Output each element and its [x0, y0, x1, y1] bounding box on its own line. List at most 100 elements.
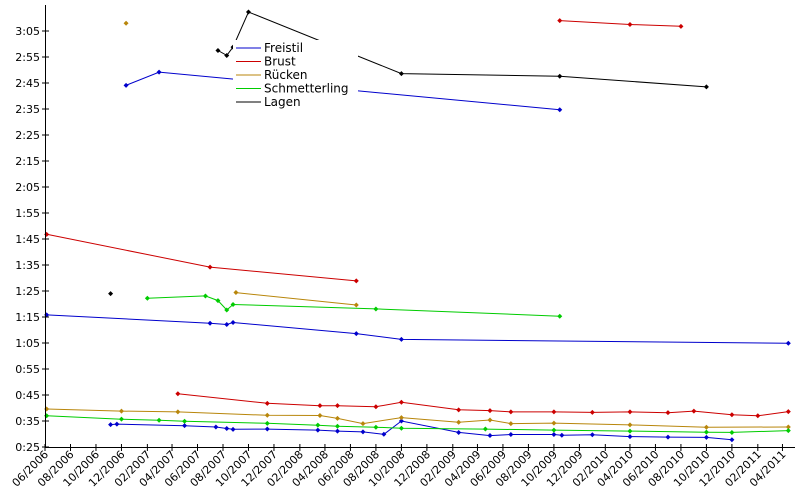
data-point-freistil — [703, 434, 709, 440]
data-point-brust — [398, 399, 404, 405]
data-point-schmetterling — [373, 306, 379, 312]
legend-label-freistil: Freistil — [264, 41, 303, 55]
data-point-rcken — [233, 290, 239, 296]
data-point-lagen — [557, 73, 563, 79]
data-point-brust — [317, 403, 323, 409]
data-point-schmetterling — [264, 420, 270, 426]
data-point-brust — [691, 408, 697, 414]
data-point-rcken — [175, 409, 181, 415]
data-point-freistil — [334, 428, 340, 434]
data-point-rcken — [118, 408, 124, 414]
data-point-brust — [334, 403, 340, 409]
series-layer — [44, 9, 791, 443]
data-point-freistil — [559, 432, 565, 438]
data-point-freistil — [729, 437, 735, 443]
data-point-schmetterling — [398, 425, 404, 431]
data-point-freistil — [487, 433, 493, 439]
data-point-brust — [627, 22, 633, 27]
series-line-freistil — [110, 420, 732, 441]
y-tick-label: 1:25 — [15, 285, 40, 298]
data-point-freistil — [785, 340, 791, 346]
data-point-schmetterling — [202, 293, 208, 299]
x-axis-ticks: 06/200608/200610/200612/200602/200704/20… — [10, 444, 789, 489]
data-point-freistil — [156, 69, 162, 75]
y-tick-label: 0:25 — [15, 441, 40, 454]
data-point-schmetterling — [373, 424, 379, 430]
series-line-brust — [46, 233, 357, 282]
data-point-brust — [785, 409, 791, 415]
series-line-brust — [559, 20, 681, 27]
y-tick-label: 1:05 — [15, 337, 40, 350]
data-point-brust — [207, 264, 213, 270]
data-point-rcken — [551, 420, 557, 426]
data-point-brust — [678, 23, 684, 29]
data-point-schmetterling — [482, 426, 488, 432]
data-point-brust — [508, 409, 514, 415]
data-point-rcken — [44, 406, 50, 412]
data-point-freistil — [224, 426, 230, 432]
series-line-rcken — [235, 292, 357, 306]
data-point-brust — [456, 407, 462, 413]
data-point-freistil — [108, 422, 114, 428]
y-tick-label: 2:35 — [15, 103, 40, 116]
data-point-rcken — [317, 413, 323, 419]
data-point-freistil — [627, 434, 633, 440]
data-point-rcken — [264, 412, 270, 418]
data-point-freistil — [398, 336, 404, 342]
data-point-lagen — [398, 71, 404, 77]
y-tick-label: 1:45 — [15, 233, 40, 246]
data-point-brust — [373, 404, 379, 410]
data-point-freistil — [360, 429, 366, 435]
data-point-schmetterling — [44, 413, 50, 419]
y-tick-label: 2:15 — [15, 155, 40, 168]
legend-label-rcken: Rücken — [264, 68, 308, 82]
data-point-freistil — [508, 432, 514, 438]
data-point-rcken — [360, 421, 366, 427]
data-point-lagen — [215, 48, 221, 53]
data-point-schmetterling — [334, 423, 340, 429]
data-point-schmetterling — [156, 417, 162, 423]
legend-label-schmetterling: Schmetterling — [264, 82, 349, 96]
y-tick-label: 2:45 — [15, 77, 40, 90]
data-point-schmetterling — [785, 428, 791, 434]
data-point-freistil — [353, 331, 359, 337]
series-line-brust — [177, 393, 789, 417]
y-tick-label: 0:35 — [15, 415, 40, 428]
data-point-brust — [44, 231, 50, 237]
data-point-schmetterling — [182, 418, 188, 424]
data-point-brust — [175, 391, 181, 397]
data-point-freistil — [398, 418, 404, 424]
legend-label-brust: Brust — [264, 55, 296, 69]
data-point-brust — [589, 409, 595, 415]
data-point-schmetterling — [703, 429, 709, 435]
data-point-freistil — [207, 320, 213, 326]
data-point-freistil — [224, 322, 230, 328]
data-point-freistil — [182, 423, 188, 429]
data-point-brust — [487, 408, 493, 414]
data-point-rcken — [627, 422, 633, 428]
data-point-rcken — [487, 417, 493, 423]
data-point-lagen — [245, 9, 251, 15]
data-point-freistil — [230, 426, 236, 432]
data-point-schmetterling — [627, 428, 633, 434]
y-tick-label: 1:15 — [15, 311, 40, 324]
series-line-schmetterling — [147, 295, 560, 317]
y-tick-label: 2:25 — [15, 129, 40, 142]
data-point-lagen — [108, 291, 114, 297]
data-point-freistil — [665, 434, 671, 440]
data-point-schmetterling — [224, 307, 230, 313]
legend-label-lagen: Lagen — [264, 95, 301, 109]
y-tick-label: 3:05 — [15, 25, 40, 38]
series-lagen — [108, 9, 709, 297]
data-point-schmetterling — [215, 298, 221, 304]
data-point-brust — [264, 400, 270, 406]
data-point-lagen — [703, 84, 709, 90]
data-point-freistil — [456, 429, 462, 435]
data-point-brust — [627, 409, 633, 415]
data-point-rcken — [703, 424, 709, 430]
series-line-freistil — [46, 314, 789, 344]
data-point-schmetterling — [551, 427, 557, 433]
y-tick-label: 2:05 — [15, 181, 40, 194]
data-point-rcken — [334, 415, 340, 421]
